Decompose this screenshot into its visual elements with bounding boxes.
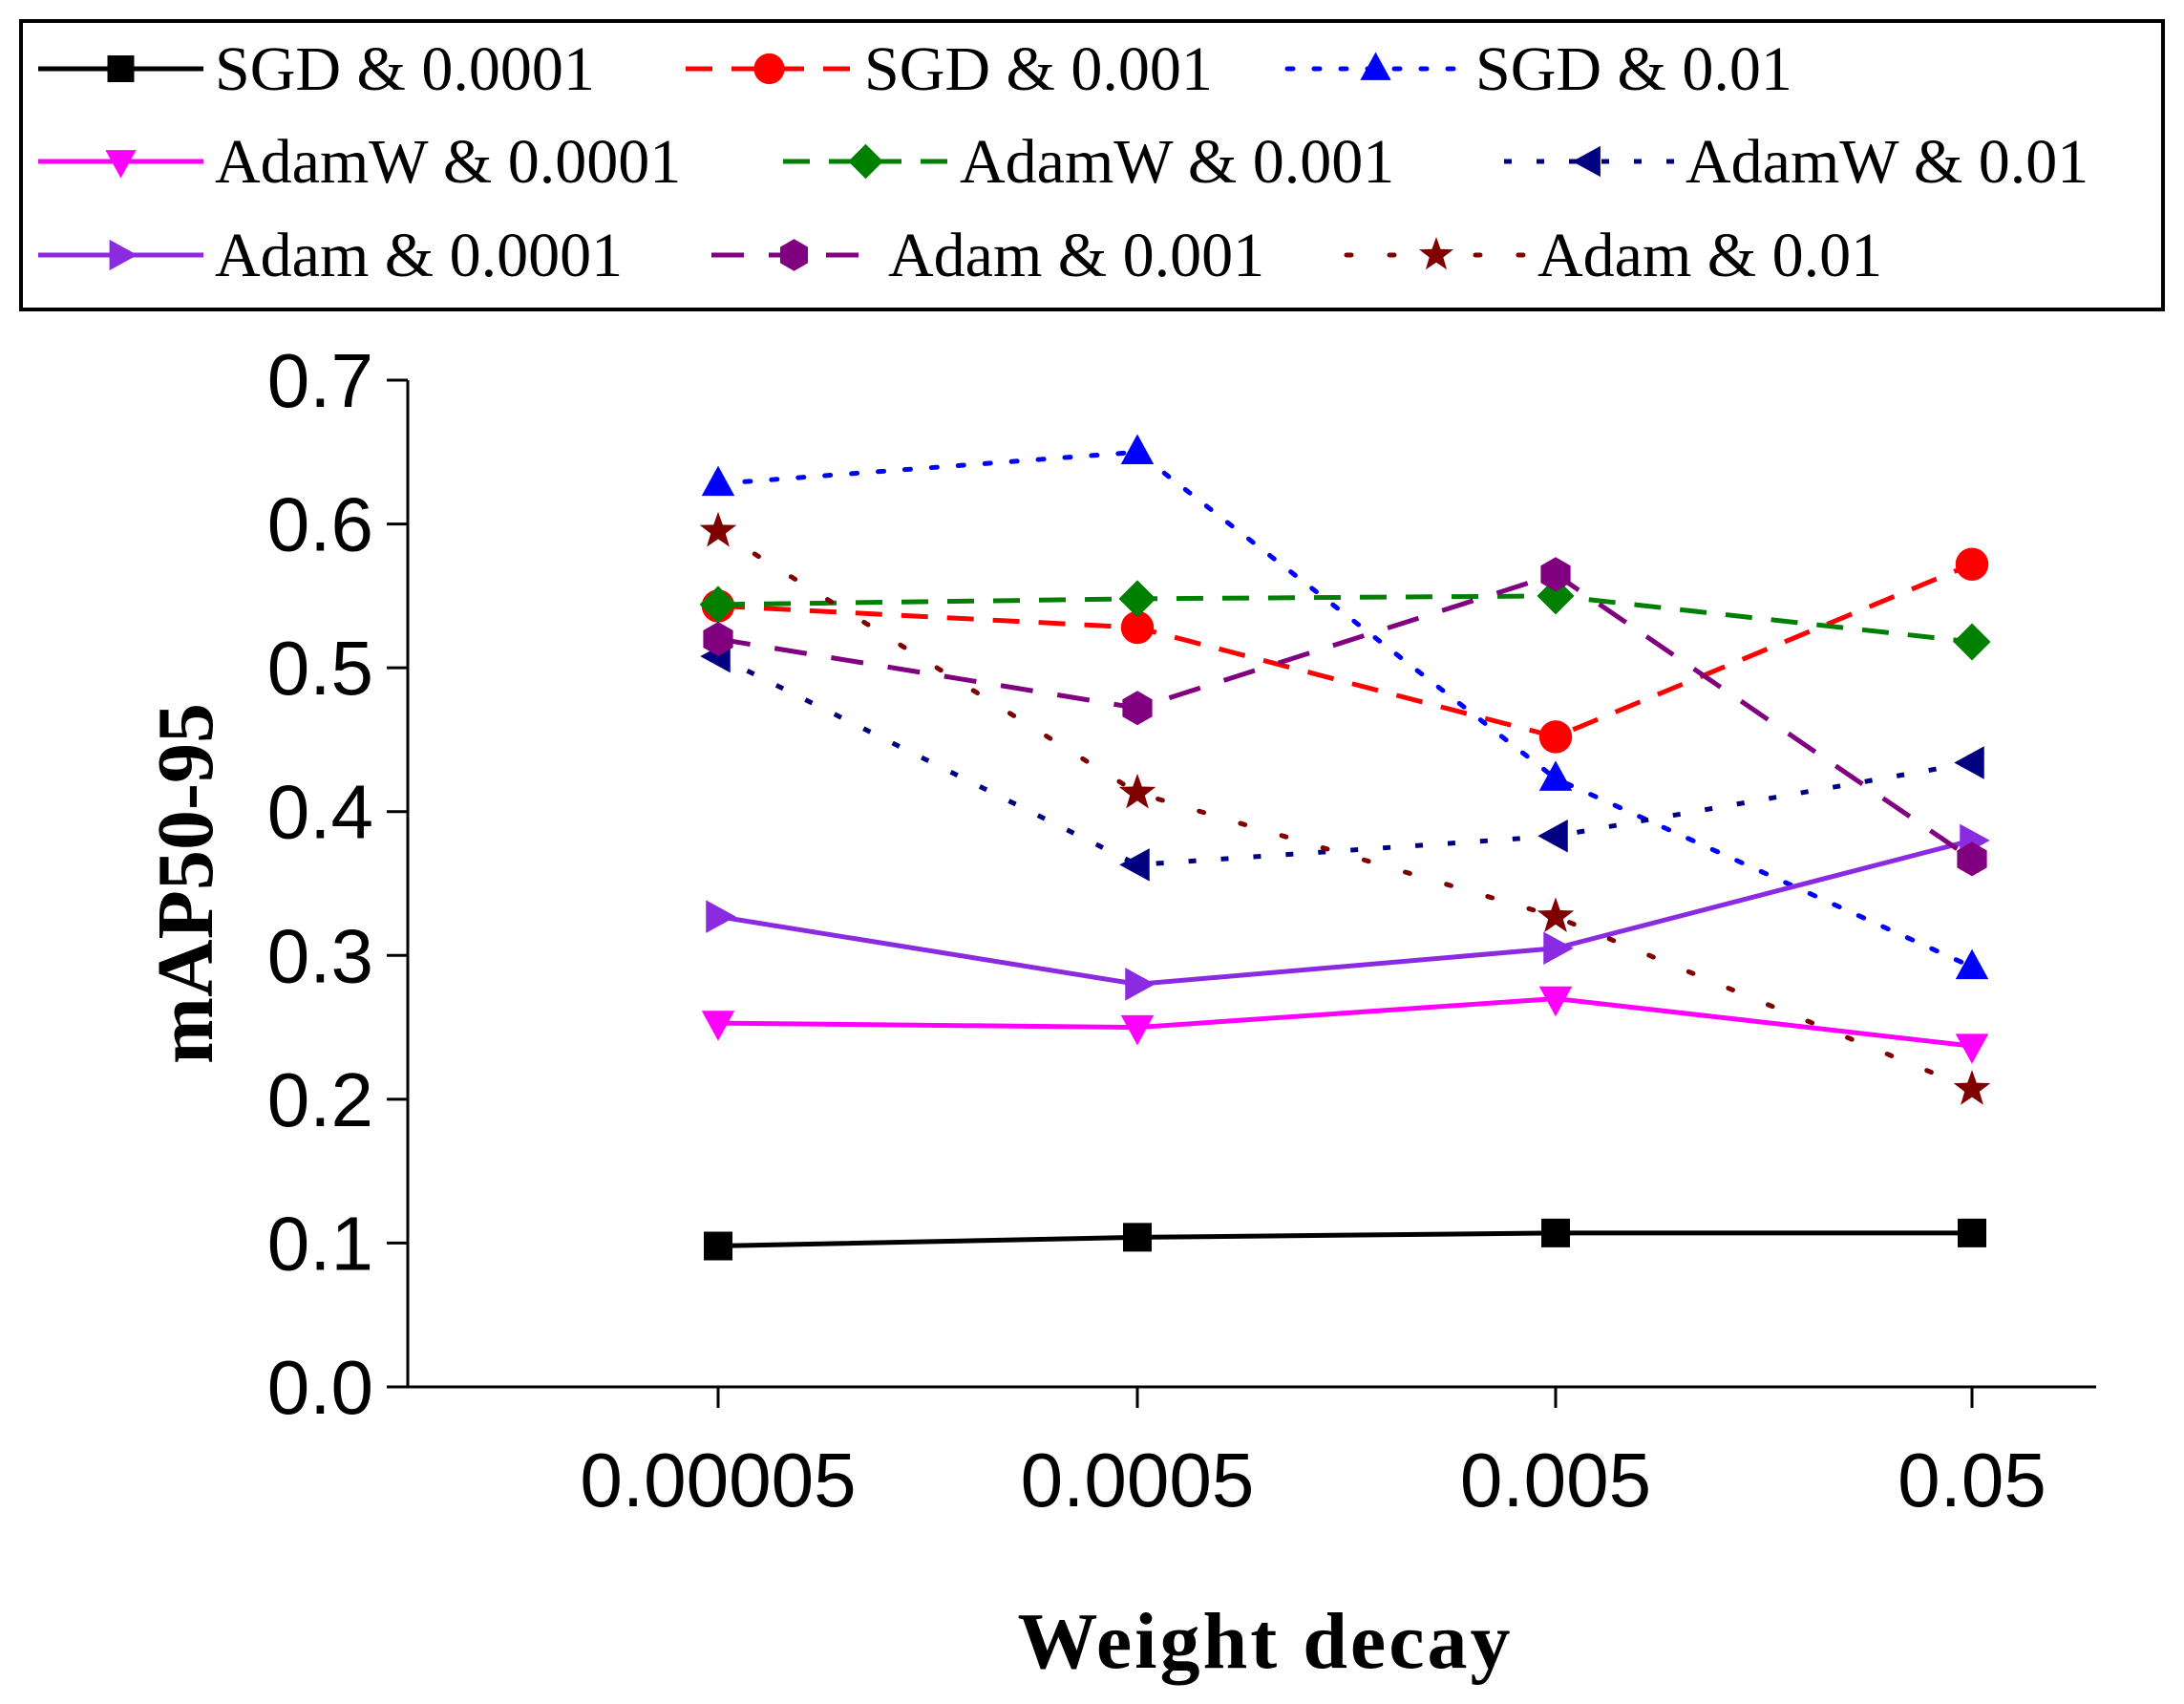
data-point-adamw-0-0001 [701, 1011, 735, 1041]
legend-marker-sgd-0-01 [1360, 52, 1391, 80]
data-point-adam-0-001 [1957, 841, 1987, 877]
legend-marker-adam-0-01 [1419, 237, 1453, 270]
y-ticks: 0.0 0.1 0.2 0.3 0.4 0.5 0.6 0.7 [267, 338, 408, 1430]
series-line-adamw-0-001 [717, 593, 1973, 645]
y-tick-label: 0.2 [267, 1057, 373, 1142]
legend-marker-adamw-0-0001 [105, 150, 137, 179]
legend-label-adamw-0-0001: AdamW & 0.0001 [215, 127, 681, 197]
legend-marker-adam-0-001 [780, 239, 808, 271]
series-line-adam-0-001 [717, 571, 1974, 862]
y-tick-label: 0.1 [267, 1201, 373, 1286]
x-tick-label: 0.00005 [580, 1438, 856, 1523]
data-point-sgd-0-0001 [1541, 1218, 1570, 1247]
data-point-adamw-0-001 [1118, 580, 1156, 618]
data-point-adamw-0-001 [1537, 577, 1575, 615]
legend: SGD & 0.0001 SGD & 0.001 SGD & 0.01 AdamW &… [38, 34, 2089, 290]
legend-label-sgd-0-0001: SGD & 0.0001 [215, 34, 595, 104]
x-tick-label: 0.0005 [1021, 1438, 1255, 1523]
legend-label-adamw-0-001: AdamW & 0.001 [960, 127, 1394, 197]
y-tick-label: 0.6 [267, 482, 373, 567]
y-axis-title: mAP50-95 [141, 703, 230, 1064]
data-point-adamw-0-0001 [1538, 986, 1573, 1017]
legend-marker-sgd-0-0001 [107, 55, 135, 82]
data-point-sgd-0-01 [1955, 948, 1989, 980]
data-point-sgd-0-01 [1120, 434, 1155, 465]
y-tick-label: 0.3 [267, 913, 373, 998]
legend-marker-adamw-0-001 [848, 143, 883, 180]
data-point-adam-0-0001 [1543, 931, 1574, 966]
legend-label-sgd-0-01: SGD & 0.01 [1475, 34, 1792, 104]
data-point-adam-0-0001 [1125, 968, 1156, 1001]
data-point-sgd-0-01 [701, 465, 735, 497]
legend-marker-adamw-0-01 [1572, 145, 1601, 178]
legend-marker-adam-0-0001 [109, 239, 138, 271]
series-line-sgd-0-001 [717, 562, 1973, 740]
data-point-adam-0-01 [1118, 773, 1156, 809]
y-tick-label: 0.7 [267, 338, 373, 423]
data-point-sgd-0-0001 [704, 1231, 732, 1261]
data-point-sgd-0-0001 [1958, 1218, 1986, 1247]
x-axis-title: Weight decay [1018, 1597, 1514, 1686]
data-point-adamw-0-01 [1119, 848, 1150, 882]
data-point-adamw-0-001 [699, 586, 737, 624]
data-point-adamw-0-0001 [1120, 1014, 1155, 1046]
series-line-sgd-0-0001 [717, 1230, 1972, 1248]
data-point-sgd-0-001 [1955, 547, 1989, 581]
data-point-adamw-0-01 [1537, 820, 1568, 853]
data-point-adam-0-001 [703, 622, 733, 656]
y-tick-label: 0.0 [267, 1345, 373, 1430]
legend-label-adamw-0-01: AdamW & 0.01 [1686, 127, 2089, 197]
legend-label-adam-0-001: Adam & 0.001 [888, 221, 1264, 290]
plot-area: 0.00.10.20.30.40.50.60.7 0.00005 0.0005 0.… [267, 338, 2096, 1523]
y-tick-label: 0.5 [267, 626, 373, 711]
legend-label-adam-0-0001: Adam & 0.0001 [215, 221, 623, 290]
x-tick-label: 0.005 [1460, 1438, 1651, 1523]
data-point-sgd-0-01 [1538, 760, 1573, 791]
data-point-adamw-0-01 [1954, 746, 1984, 779]
legend-label-sgd-0-001: SGD & 0.001 [864, 34, 1213, 104]
data-point-sgd-0-0001 [1123, 1223, 1152, 1252]
data-point-adam-0-001 [1122, 691, 1153, 726]
data-point-adamw-0-0001 [1955, 1033, 1989, 1064]
series-markers [699, 434, 1991, 1261]
series-line-adamw-0-0001 [717, 995, 1973, 1049]
data-point-adam-0-001 [1540, 557, 1571, 592]
series-line-adam-0-0001 [717, 838, 1973, 987]
legend-marker-sgd-0-001 [753, 53, 785, 85]
y-tick-label: 0.4 [267, 770, 373, 855]
legend-label-adam-0-01: Adam & 0.01 [1537, 221, 1882, 290]
x-tick-label: 0.05 [1898, 1438, 2046, 1523]
series-line-sgd-0-01 [715, 449, 1975, 969]
data-point-adam-0-0001 [706, 900, 736, 933]
data-point-sgd-0-001 [1538, 720, 1573, 754]
data-point-adamw-0-001 [1953, 623, 1991, 661]
data-point-sgd-0-001 [1120, 610, 1155, 645]
data-point-adam-0-01 [1953, 1070, 1991, 1105]
x-ticks: 0.00005 0.0005 0.005 0.05 [580, 1387, 2046, 1523]
data-point-adam-0-01 [699, 511, 737, 547]
series-lines [715, 449, 1975, 1248]
data-point-adam-0-01 [1537, 897, 1575, 932]
series-line-adamw-0-01 [716, 653, 1973, 867]
legend-box [19, 19, 2165, 311]
